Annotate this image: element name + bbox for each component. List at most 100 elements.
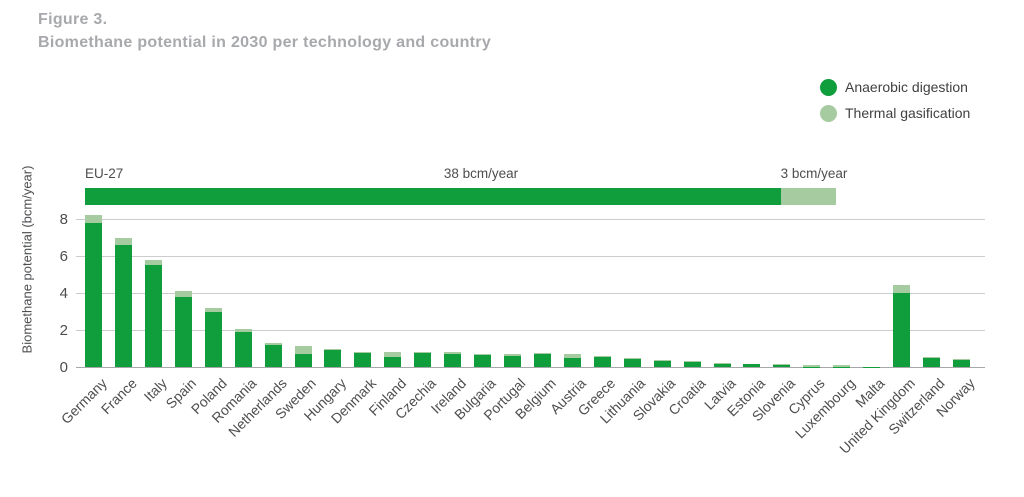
thermal-gasification-swatch-icon (820, 104, 837, 122)
bar-spain (174, 291, 192, 367)
y-axis-tick-6: 6 (59, 248, 68, 265)
bar-ireland (444, 352, 462, 367)
bar-finland (384, 352, 402, 367)
bar-denmark-thermal-segment (354, 352, 372, 354)
bar-germany (85, 215, 102, 367)
bar-denmark-anaerobic-segment (354, 353, 372, 367)
bar-united-kingdom-thermal-segment (893, 284, 911, 293)
gridline-y4 (76, 293, 985, 294)
anaerobic-digestion-swatch-icon (820, 78, 837, 96)
bar-greece-anaerobic-segment (593, 356, 611, 367)
bar-france (114, 238, 132, 367)
bar-italy-anaerobic-segment (144, 265, 162, 367)
bar-austria-thermal-segment (563, 354, 581, 358)
bar-norway (952, 358, 970, 367)
bar-belgium (533, 353, 551, 367)
bar-sweden (294, 345, 312, 367)
bar-poland-anaerobic-segment (204, 311, 222, 367)
figure-number: Figure 3. (38, 11, 108, 28)
y-axis-tick-0: 0 (59, 359, 68, 376)
bar-czechia-thermal-segment (414, 352, 432, 354)
y-axis-tick-4: 4 (59, 285, 68, 302)
legend: Anaerobic digestion Thermal gasification (820, 77, 970, 129)
bar-germany-thermal-segment (85, 215, 102, 223)
bar-slovenia-thermal-segment (773, 364, 791, 365)
bar-belgium-anaerobic-segment (533, 353, 551, 367)
bar-denmark (354, 352, 372, 367)
bar-finland-thermal-segment (384, 352, 402, 357)
bar-lithuania-anaerobic-segment (623, 358, 641, 367)
bar-estonia-anaerobic-segment (743, 364, 761, 367)
bar-ireland-thermal-segment (444, 352, 462, 355)
bar-hungary-anaerobic-segment (324, 349, 342, 367)
bar-latvia (713, 362, 731, 367)
gridline-y2 (76, 330, 985, 331)
bar-cyprus (803, 364, 821, 367)
bar-croatia (683, 361, 701, 367)
bar-sweden-thermal-segment (294, 345, 312, 355)
bar-switzerland-anaerobic-segment (923, 357, 941, 367)
bar-bulgaria (474, 353, 492, 367)
bar-portugal-anaerobic-segment (504, 355, 522, 367)
bar-hungary-thermal-segment (324, 348, 342, 350)
bar-france-anaerobic-segment (114, 244, 132, 367)
bar-romania-thermal-segment (234, 329, 252, 332)
legend-label-anaerobic-digestion: Anaerobic digestion (845, 79, 968, 95)
bar-romania (234, 329, 252, 367)
bar-portugal-thermal-segment (504, 353, 522, 356)
bar-sweden-anaerobic-segment (294, 354, 312, 367)
bar-united-kingdom (893, 284, 911, 367)
eu27-total-bar (85, 188, 837, 205)
bar-netherlands-anaerobic-segment (264, 344, 282, 367)
gridline-y8 (76, 219, 985, 220)
legend-item-anaerobic-digestion: Anaerobic digestion (820, 77, 970, 97)
bar-finland-anaerobic-segment (384, 356, 402, 367)
y-axis-tick-2: 2 (59, 322, 68, 339)
eu27-label: EU-27 (85, 166, 124, 181)
bar-czechia-anaerobic-segment (414, 353, 432, 367)
bar-ireland-anaerobic-segment (444, 354, 462, 367)
bar-belgium-thermal-segment (533, 353, 551, 354)
eu27-anaerobic-segment (85, 188, 782, 205)
bar-united-kingdom-anaerobic-segment (893, 293, 911, 367)
bar-estonia (743, 364, 761, 367)
bar-croatia-anaerobic-segment (683, 361, 701, 367)
bar-latvia-anaerobic-segment (713, 363, 731, 367)
bar-germany-anaerobic-segment (85, 222, 102, 367)
bar-slovenia-anaerobic-segment (773, 364, 791, 367)
gridline-y6 (76, 256, 985, 257)
bar-spain-anaerobic-segment (174, 296, 192, 367)
bar-poland (204, 307, 222, 367)
bar-bulgaria-anaerobic-segment (474, 354, 492, 367)
bar-slovenia (773, 364, 791, 367)
bar-austria (563, 354, 581, 367)
bar-austria-anaerobic-segment (563, 357, 581, 367)
eu27-thermal-segment (781, 188, 837, 205)
bar-portugal (504, 353, 522, 367)
bar-bulgaria-thermal-segment (474, 353, 492, 355)
bar-poland-thermal-segment (204, 307, 222, 312)
bar-greece (593, 355, 611, 367)
bar-luxembourg-thermal-segment (833, 365, 851, 367)
bar-italy (144, 259, 162, 367)
bar-hungary (324, 348, 342, 367)
bar-czechia (414, 352, 432, 367)
figure-title: Biomethane potential in 2030 per technol… (38, 34, 492, 51)
bar-luxembourg (833, 365, 851, 367)
y-axis-title: Biomethane potential (bcm/year) (19, 165, 35, 354)
bar-netherlands (264, 342, 282, 367)
legend-item-thermal-gasification: Thermal gasification (820, 103, 970, 123)
bar-lithuania (623, 358, 641, 367)
bar-spain-thermal-segment (174, 291, 192, 297)
bar-france-thermal-segment (114, 238, 132, 245)
bar-slovakia-anaerobic-segment (653, 360, 671, 367)
bar-romania-anaerobic-segment (234, 331, 252, 367)
eu27-thermal-value-label: 3 bcm/year (780, 166, 848, 181)
bar-switzerland (923, 356, 941, 367)
bar-netherlands-thermal-segment (264, 342, 282, 345)
gridline-y0 (76, 367, 985, 368)
bar-switzerland-thermal-segment (923, 356, 941, 358)
bar-chart-plot-area: 0 2 4 6 8 Germany France Italy Spain Poland Romani… (58, 205, 985, 457)
bar-slovakia (653, 360, 671, 367)
